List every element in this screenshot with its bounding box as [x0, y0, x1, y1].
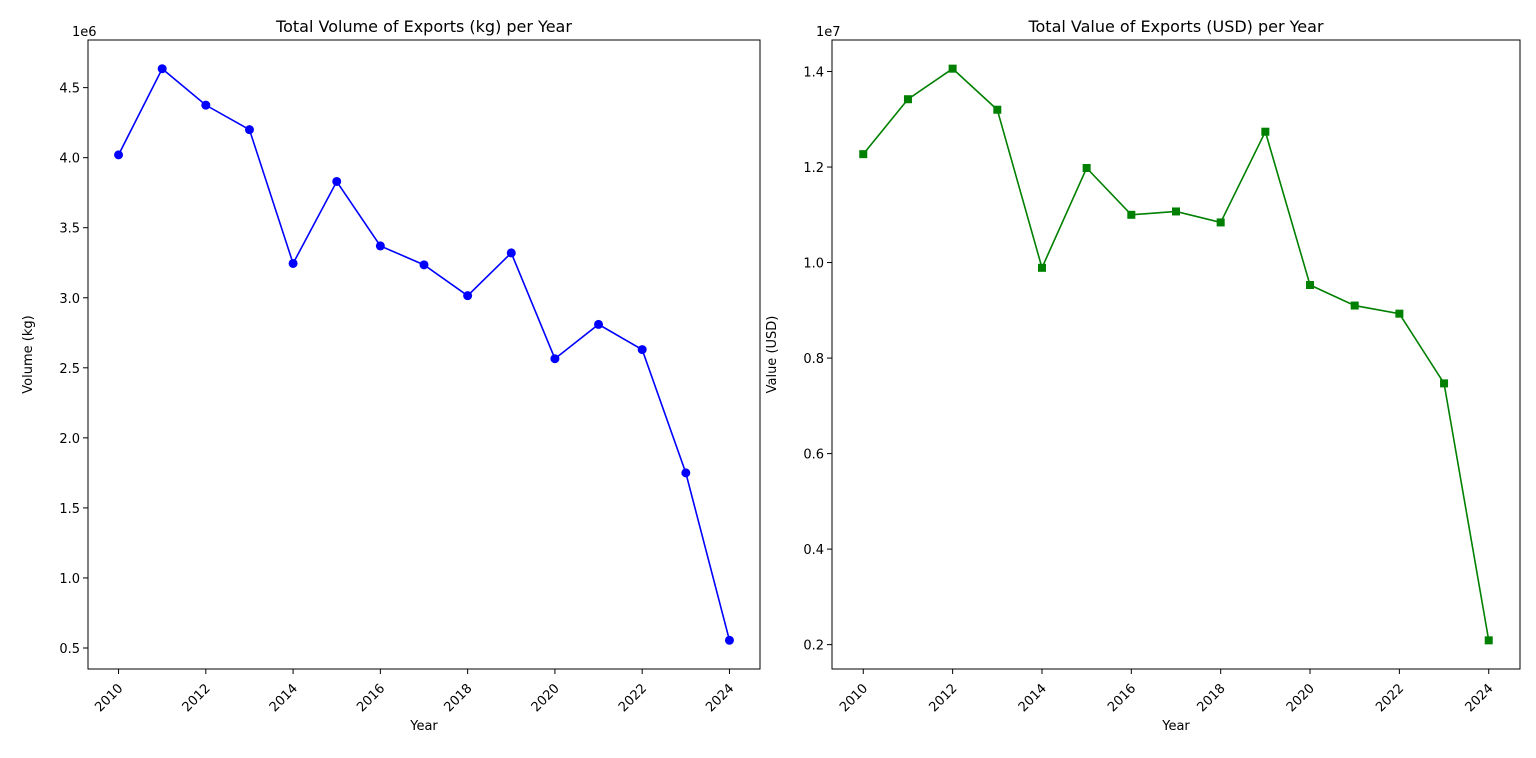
y-axis-label: Value (USD) [765, 316, 780, 394]
x-tick-label: 2018 [441, 681, 475, 715]
data-point-2018 [1216, 218, 1225, 227]
x-tick-label: 2024 [1463, 681, 1497, 715]
y-tick-label: 1.0 [59, 572, 80, 587]
data-point-2021 [594, 319, 604, 329]
chart-title: Total Value of Exports (USD) per Year [1027, 17, 1324, 36]
data-point-2018 [463, 291, 473, 301]
y-tick-label: 0.8 [803, 352, 824, 367]
x-tick-label: 2014 [267, 681, 301, 715]
data-point-2017 [1172, 207, 1180, 216]
x-tick-label: 2012 [180, 681, 214, 715]
y-tick-label: 1.4 [803, 66, 824, 81]
y-tick-label: 3.0 [59, 292, 80, 307]
y-offset-label: 1e6 [72, 25, 97, 40]
x-tick-label: 2010 [837, 681, 871, 715]
data-point-2015 [332, 176, 342, 186]
data-point-2010 [114, 150, 124, 160]
data-point-2015 [1082, 163, 1091, 172]
data-point-2021 [1350, 301, 1359, 310]
y-tick-label: 2.5 [59, 362, 80, 377]
data-point-2010 [859, 150, 868, 159]
data-point-2017 [419, 260, 429, 270]
x-axis-label: Year [1161, 719, 1190, 734]
x-tick-label: 2016 [354, 681, 388, 715]
y-axis-label: Volume (kg) [21, 315, 36, 393]
data-point-2024 [1484, 636, 1493, 645]
chart-title: Total Volume of Exports (kg) per Year [275, 17, 572, 36]
data-point-2016 [1127, 210, 1136, 219]
x-tick-label: 2024 [703, 681, 737, 715]
y-tick-label: 1.2 [803, 161, 824, 176]
axes-frame [87, 39, 761, 670]
y-tick-label: 4.0 [59, 152, 80, 167]
chart-panel-1: Total Volume of Exports (kg) per Year 201… [21, 17, 761, 734]
x-tick-label: 2022 [616, 681, 650, 715]
data-point-2022 [1395, 309, 1404, 318]
y-tick-label: 0.2 [803, 639, 824, 654]
chart-panel-2: Total Value of Exports (USD) per Year 201… [765, 17, 1521, 734]
data-point-2014 [1037, 263, 1046, 272]
y-tick-label: 1.0 [803, 257, 824, 272]
y-tick-label: 4.5 [59, 82, 80, 97]
x-tick-label: 2020 [529, 681, 563, 715]
axes-frame [831, 39, 1521, 670]
y-offset-label: 1e7 [816, 25, 841, 40]
x-tick-label: 2010 [92, 681, 126, 715]
data-point-2014 [288, 258, 298, 268]
y-tick-label: 0.6 [803, 448, 824, 463]
data-point-2013 [244, 125, 254, 135]
x-tick-label: 2012 [926, 681, 960, 715]
series-line [862, 67, 1490, 641]
x-axis-label: Year [409, 719, 438, 734]
data-point-2020 [1306, 281, 1315, 290]
data-point-2023 [1440, 379, 1449, 388]
data-point-2011 [157, 64, 167, 74]
data-point-2020 [550, 354, 560, 364]
x-tick-label: 2020 [1284, 681, 1318, 715]
y-tick-label: 0.4 [803, 543, 824, 558]
data-point-2022 [637, 345, 647, 355]
data-point-2012 [201, 100, 211, 110]
x-tick-label: 2014 [1016, 681, 1050, 715]
data-point-2012 [948, 64, 957, 73]
y-tick-label: 3.5 [59, 222, 80, 237]
data-point-2011 [903, 95, 912, 104]
y-tick-label: 2.0 [59, 432, 80, 447]
y-tick-label: 1.5 [59, 502, 80, 517]
data-point-2024 [724, 635, 734, 645]
x-tick-label: 2018 [1194, 681, 1228, 715]
data-point-2013 [993, 105, 1002, 114]
data-point-2019 [1261, 127, 1270, 136]
data-point-2019 [506, 248, 516, 258]
x-tick-label: 2016 [1105, 681, 1139, 715]
series-line [117, 67, 731, 641]
y-tick-label: 0.5 [59, 642, 80, 657]
data-point-2023 [681, 468, 691, 478]
data-point-2016 [375, 241, 385, 251]
x-tick-label: 2022 [1373, 681, 1407, 715]
